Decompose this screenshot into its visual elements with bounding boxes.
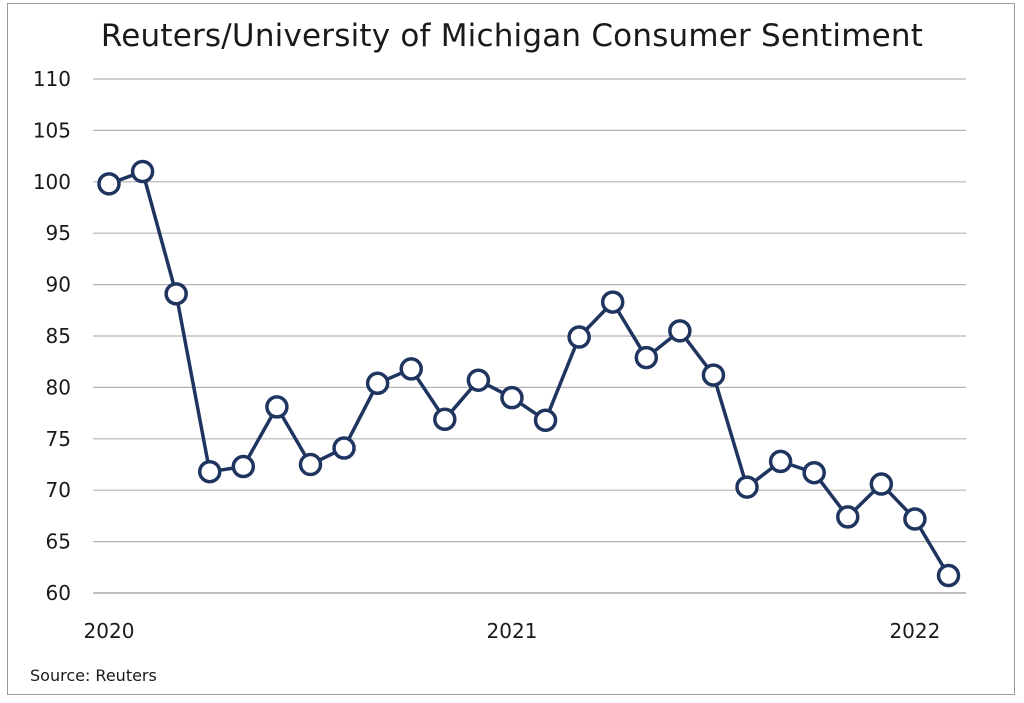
data-point (701, 363, 726, 387)
y-tick-label: 70 (46, 478, 71, 502)
data-point (298, 452, 323, 477)
data-point (600, 290, 625, 314)
y-tick-label: 75 (46, 427, 71, 451)
data-point (365, 371, 390, 396)
data-point (735, 475, 759, 499)
x-tick-label: 2020 (84, 619, 135, 643)
data-point (332, 436, 356, 460)
data-point (466, 368, 491, 392)
y-tick-label: 105 (33, 118, 71, 142)
data-point (634, 345, 659, 370)
data-point (97, 172, 121, 196)
y-tick-label: 110 (33, 67, 71, 91)
y-tick-label: 60 (46, 581, 71, 605)
y-tick-label: 80 (46, 375, 71, 399)
source-note: Source: Reuters (30, 666, 157, 685)
series-line-0 (108, 169, 951, 577)
y-axis-ticks: 60 65 70 75 80 85 90 95 100 105 110 (33, 67, 71, 605)
data-point (500, 385, 524, 410)
data-point (903, 507, 927, 531)
data-point (164, 282, 188, 306)
series-line (108, 169, 951, 577)
y-tick-label: 85 (46, 324, 71, 348)
data-point (231, 454, 256, 479)
data-point (802, 460, 826, 485)
data-point (836, 505, 860, 529)
gridlines (93, 78, 966, 594)
data-point (265, 395, 289, 419)
data-point (533, 408, 558, 433)
data-point (567, 325, 591, 349)
x-tick-label: 2021 (487, 619, 538, 643)
y-tick-label: 65 (46, 530, 71, 554)
y-tick-label: 90 (46, 273, 71, 297)
data-point (197, 459, 222, 484)
data-point (936, 563, 961, 588)
data-point (130, 159, 155, 184)
data-points (97, 159, 961, 588)
y-tick-label: 100 (33, 170, 71, 194)
data-point (399, 357, 423, 381)
x-axis-ticks: 2020 2021 2022 (84, 619, 941, 643)
data-point (433, 407, 457, 432)
data-point (668, 319, 692, 343)
y-tick-label: 95 (46, 221, 71, 245)
chart-title: Reuters/University of Michigan Consumer … (100, 18, 924, 54)
chart-frame (7, 3, 1015, 695)
data-point (768, 449, 793, 474)
data-point (869, 472, 894, 496)
x-tick-label: 2022 (889, 619, 940, 643)
